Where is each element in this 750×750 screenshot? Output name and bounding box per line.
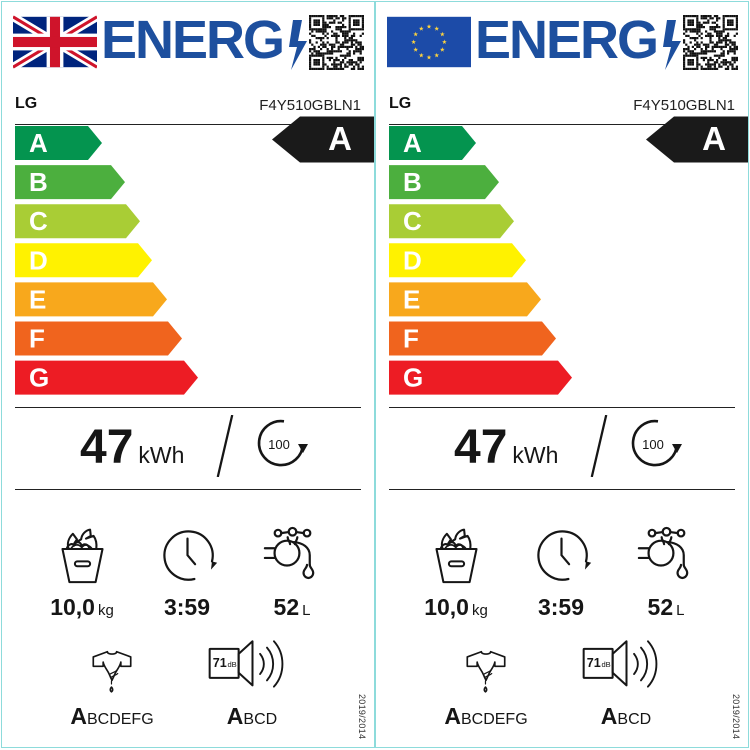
svg-text:B: B xyxy=(403,167,422,197)
svg-text:A: A xyxy=(702,120,726,157)
svg-text:D: D xyxy=(29,245,48,275)
svg-text:F: F xyxy=(403,324,419,354)
svg-text:E: E xyxy=(29,284,46,314)
svg-text:F: F xyxy=(29,324,45,354)
svg-text:G: G xyxy=(29,363,49,393)
svg-text:A: A xyxy=(328,120,352,157)
svg-text:G: G xyxy=(403,363,423,393)
svg-text:D: D xyxy=(403,245,422,275)
svg-text:71dB: 71dB xyxy=(212,656,236,670)
svg-text:B: B xyxy=(29,167,48,197)
svg-text:E: E xyxy=(403,284,420,314)
svg-text:71dB: 71dB xyxy=(586,656,610,670)
svg-text:C: C xyxy=(29,206,48,236)
svg-text:A: A xyxy=(29,128,48,158)
svg-text:C: C xyxy=(403,206,422,236)
svg-text:100: 100 xyxy=(642,437,664,452)
svg-text:100: 100 xyxy=(268,437,290,452)
svg-text:A: A xyxy=(403,128,422,158)
